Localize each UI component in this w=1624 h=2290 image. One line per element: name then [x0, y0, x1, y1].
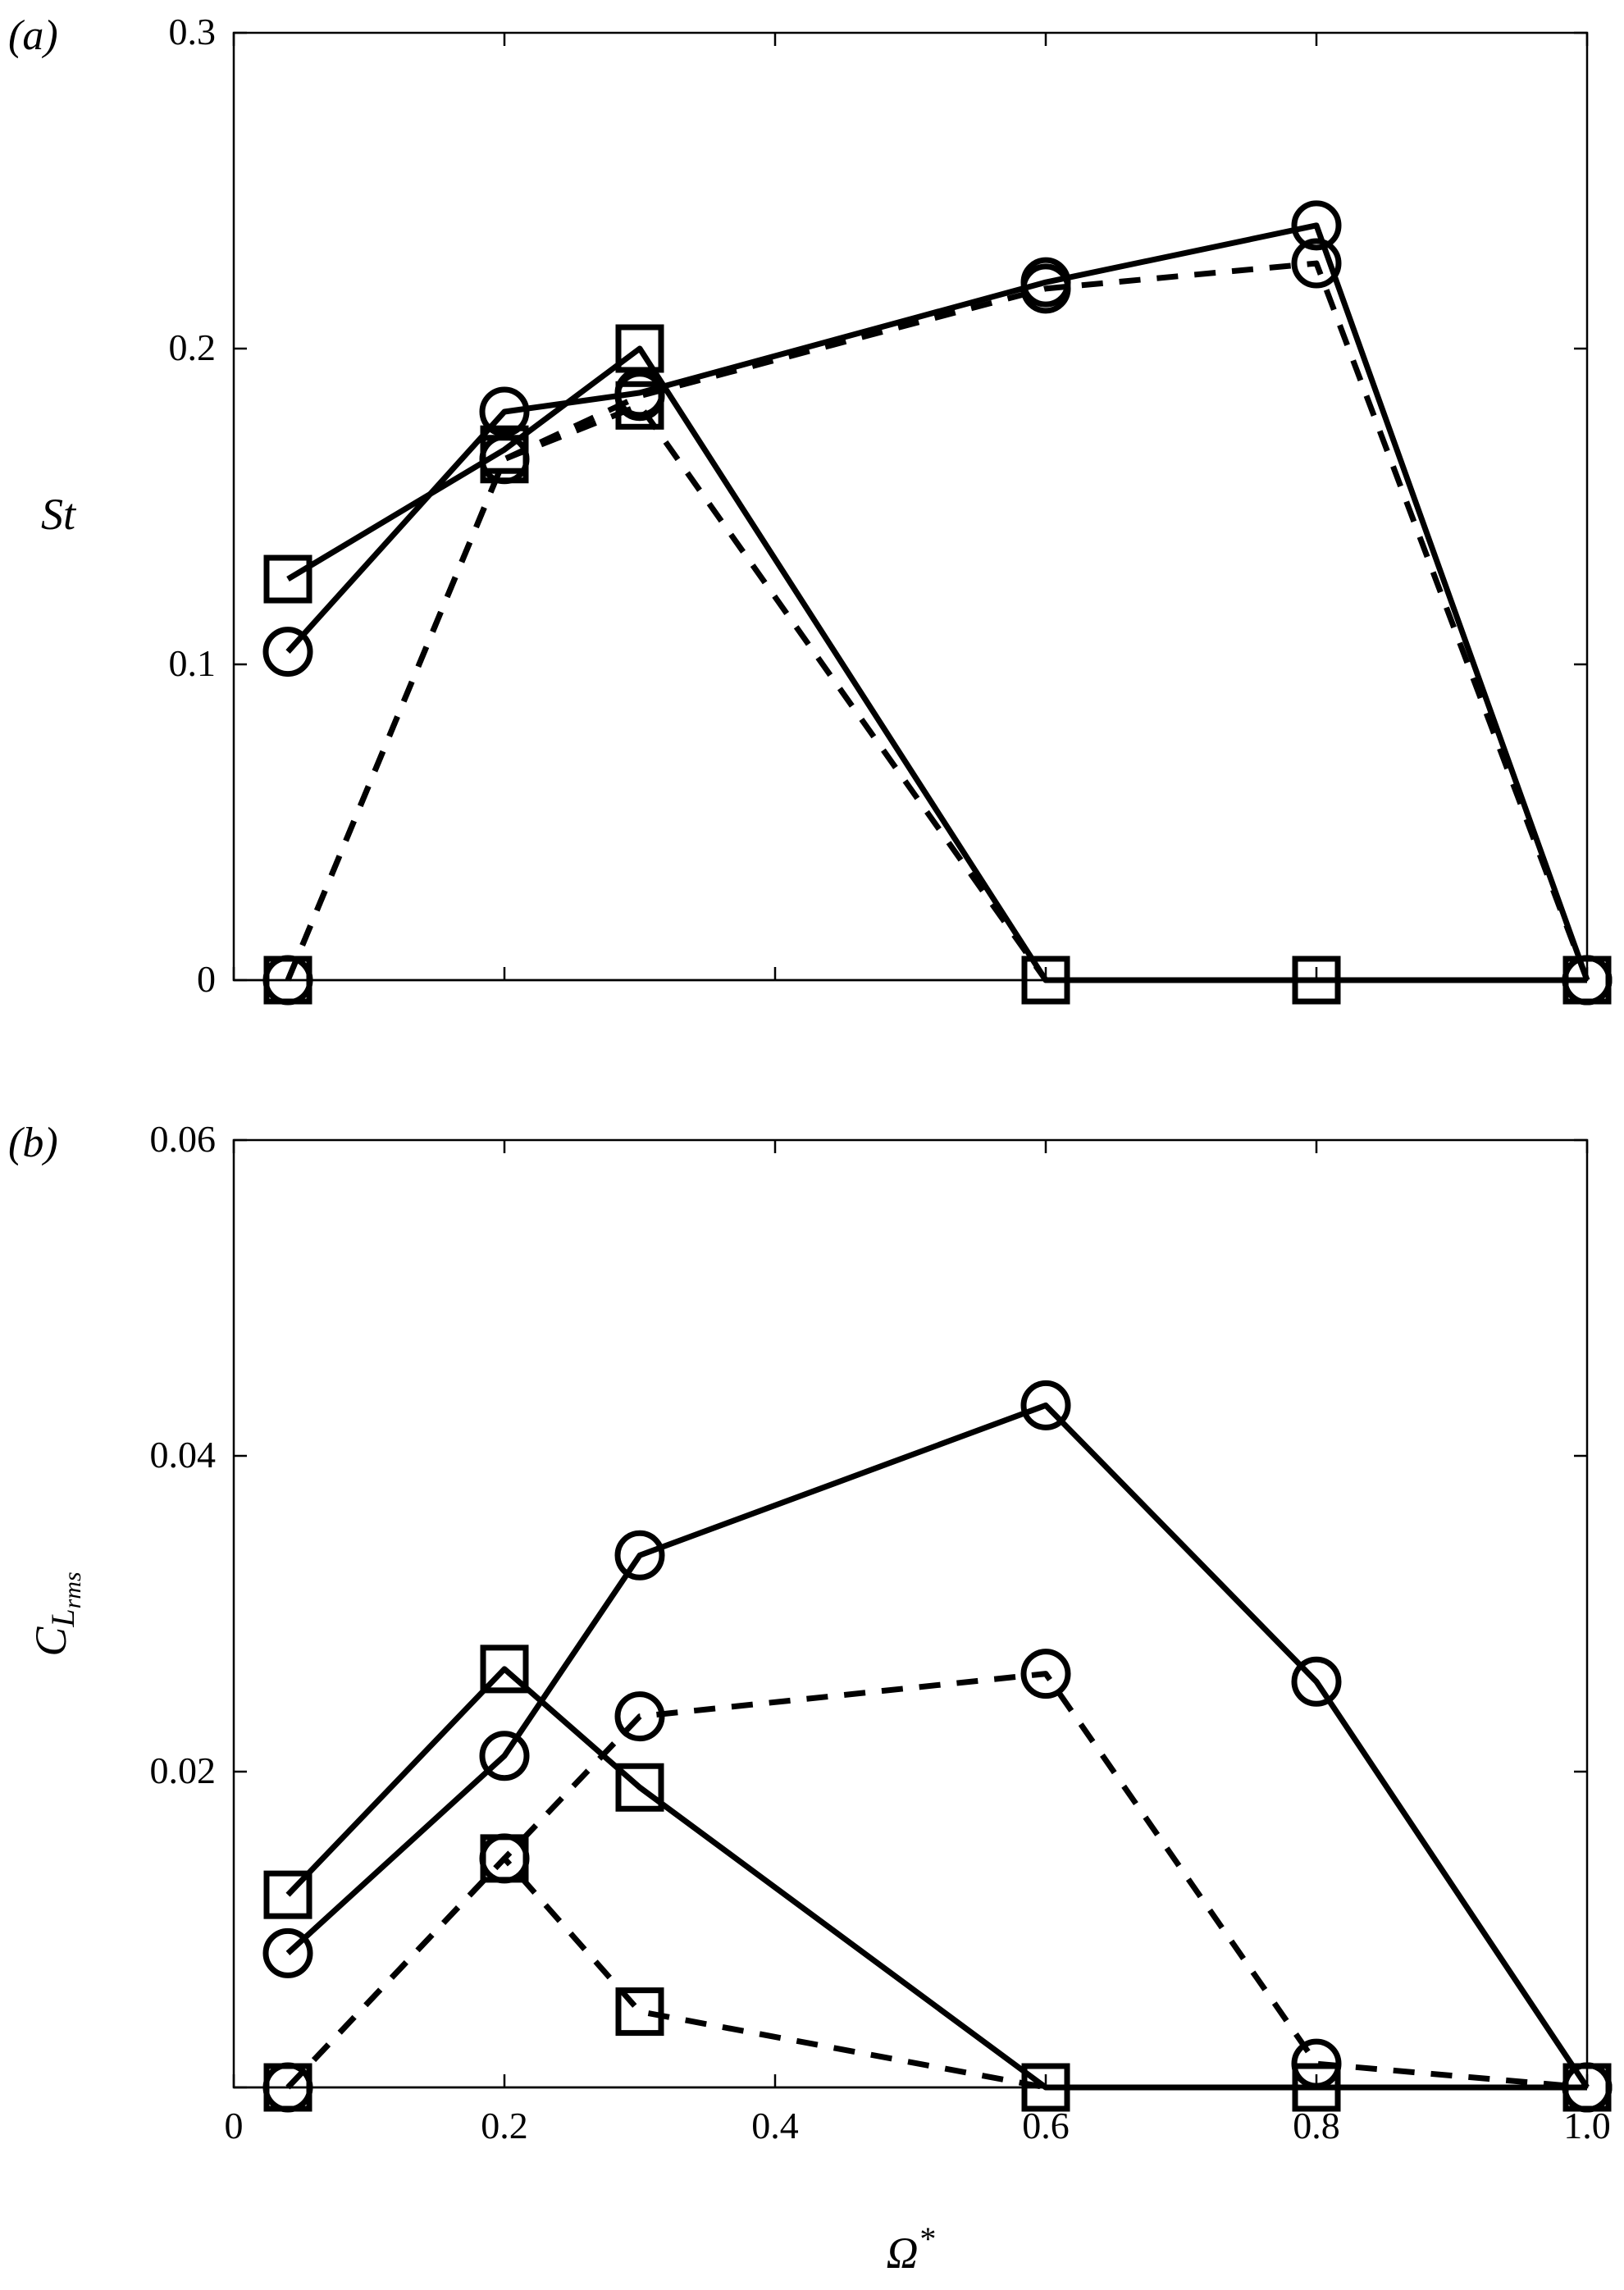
series-line-1 — [286, 345, 1587, 983]
circle-marker — [1020, 1649, 1071, 1699]
square-marker — [1021, 956, 1070, 1005]
square-marker — [263, 554, 312, 604]
square-marker — [480, 1645, 529, 1694]
circle-marker — [1562, 955, 1613, 1006]
circle-marker — [262, 627, 313, 677]
series-line-3 — [285, 402, 1587, 983]
panel-a-label: (a) — [8, 12, 58, 59]
circle-marker — [1291, 2038, 1342, 2089]
panel-a-ylabel: St — [41, 490, 77, 539]
square-marker — [615, 1763, 664, 1812]
panel-b-frame — [232, 1138, 1589, 2089]
y-tick-label: 0.1 — [169, 642, 217, 684]
circle-marker — [1291, 238, 1342, 289]
panel-a-frame — [232, 31, 1589, 982]
panel-b-ylabel: CLrms — [26, 1572, 86, 1656]
square-marker — [263, 1870, 312, 1919]
x-tick-label: 0 — [225, 2105, 244, 2146]
y-tick-label: 0 — [197, 958, 216, 1000]
panel-a: (a) 0 0.1 0.2 0.3 St — [8, 11, 1613, 1006]
circle-marker — [1291, 200, 1342, 251]
y-tick-label: 0.02 — [150, 1749, 217, 1791]
square-marker — [1292, 956, 1341, 1005]
panel-b: (b) 0 0.2 0.4 0.6 0.8 1.00.020.040.06 CLrms Ω… — [8, 1118, 1613, 2278]
circle-marker — [614, 371, 665, 422]
panel-a-ticks: 0 0.1 0.2 0.3 — [169, 11, 1589, 1000]
square-marker — [1292, 2063, 1341, 2112]
y-tick-label: 0.04 — [150, 1434, 217, 1476]
circle-marker — [614, 1691, 665, 1742]
panel-b-label: (b) — [8, 1120, 58, 1166]
panel-b-ticks: 0 0.2 0.4 0.6 0.8 1.00.020.040.06 — [150, 1118, 1611, 2146]
circle-marker — [262, 2062, 313, 2113]
circle-marker — [479, 386, 530, 437]
circle-marker — [1020, 1380, 1071, 1430]
circle-marker — [479, 1833, 530, 1884]
panel-b-series — [262, 1380, 1613, 2113]
circle-marker — [479, 1731, 530, 1781]
series-line-2 — [285, 222, 1590, 982]
circle-marker — [1291, 1656, 1342, 1707]
y-tick-label: 0.3 — [169, 11, 217, 52]
square-marker — [615, 1987, 664, 2037]
circle-marker — [1020, 263, 1071, 314]
circle-marker — [614, 1530, 665, 1581]
circle-marker — [1562, 2062, 1613, 2113]
circle-marker — [262, 955, 313, 1006]
panel-b-xlabel: Ω* — [886, 2220, 934, 2278]
series-line-3 — [285, 1855, 1587, 2091]
series-line-4 — [285, 260, 1590, 982]
series-line-2 — [285, 1402, 1590, 2089]
x-tick-label: 0.2 — [481, 2105, 528, 2146]
x-tick-label: 0.4 — [751, 2105, 799, 2146]
square-marker — [1021, 2063, 1070, 2112]
series-line-4 — [285, 1671, 1588, 2091]
circle-marker — [262, 1927, 313, 1978]
circle-marker — [479, 434, 530, 485]
y-tick-label: 0.2 — [169, 326, 217, 368]
y-tick-label: 0.06 — [150, 1118, 217, 1160]
panel-a-series — [262, 200, 1613, 1006]
